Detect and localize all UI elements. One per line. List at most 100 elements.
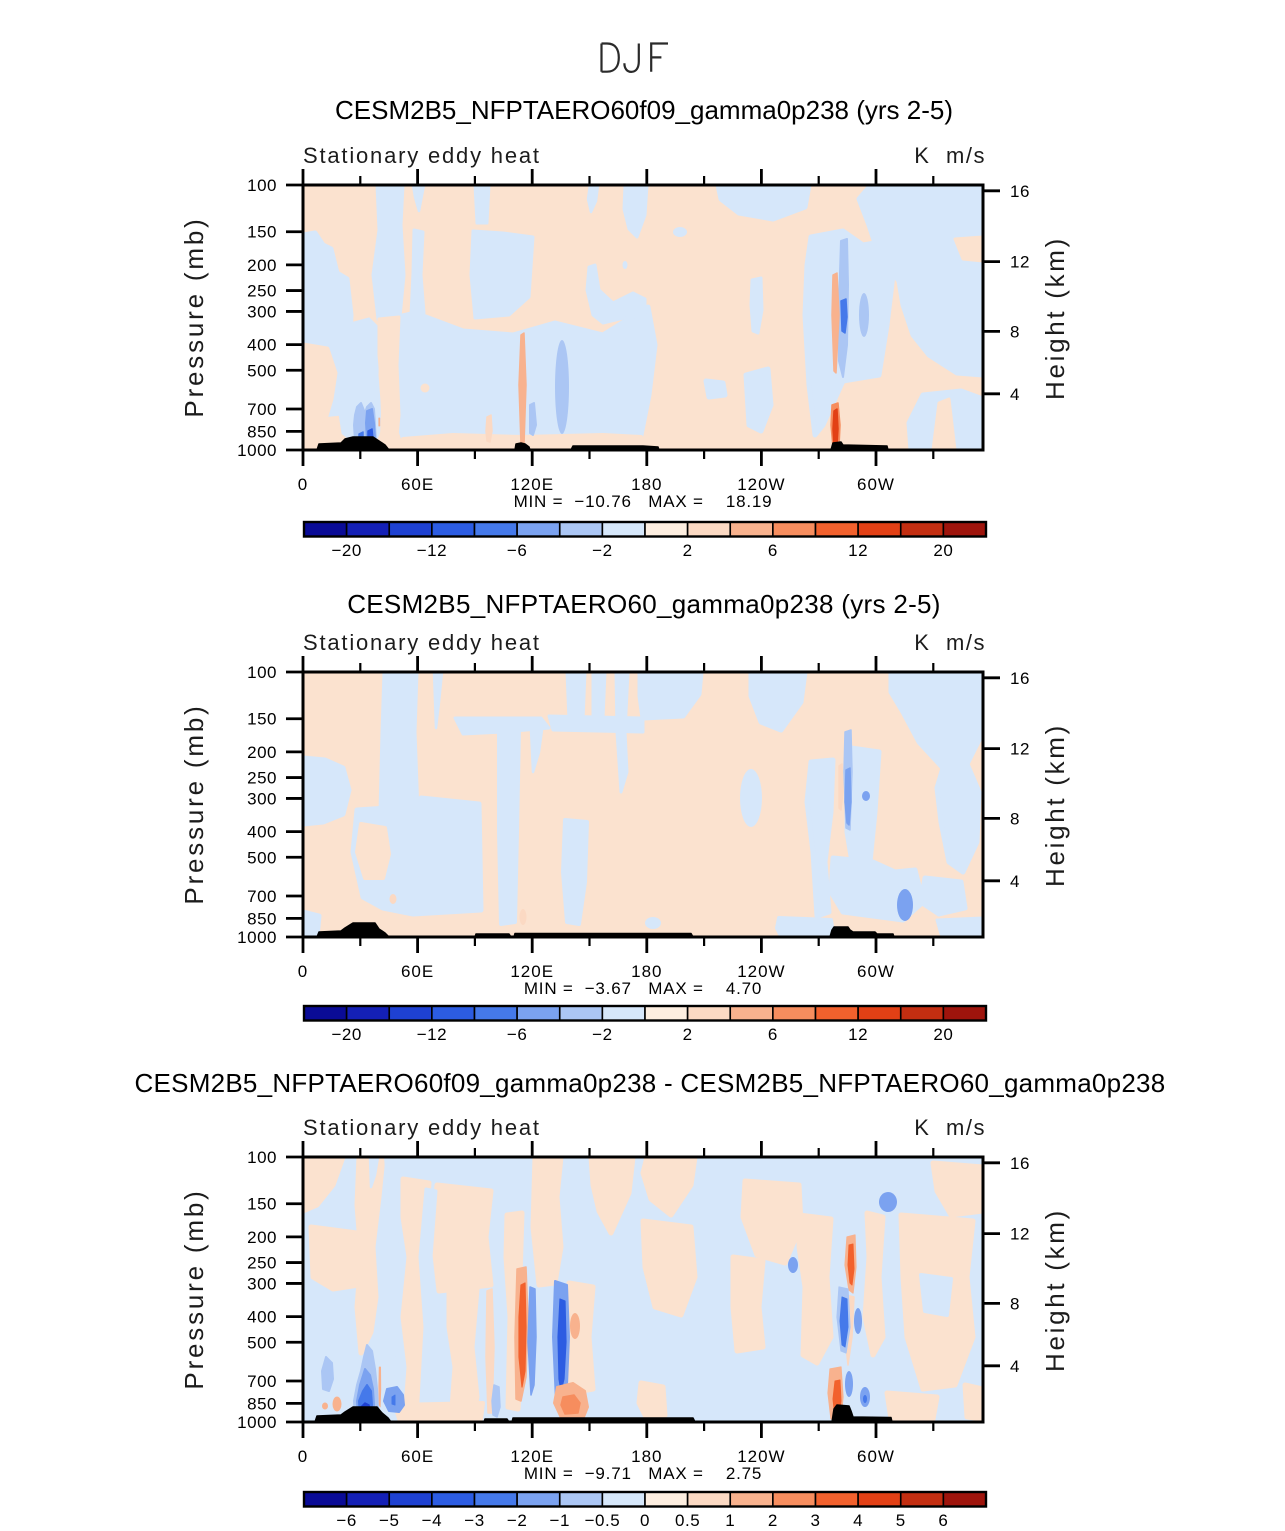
- svg-text:−3: −3: [464, 1511, 484, 1530]
- svg-text:150: 150: [247, 710, 277, 729]
- svg-text:8: 8: [1010, 322, 1020, 341]
- svg-text:250: 250: [247, 282, 277, 301]
- svg-text:−6: −6: [507, 541, 527, 560]
- svg-text:−2: −2: [592, 1025, 612, 1044]
- svg-text:1: 1: [725, 1511, 735, 1530]
- svg-text:4: 4: [1010, 872, 1020, 891]
- svg-text:500: 500: [247, 361, 277, 380]
- svg-text:300: 300: [247, 1274, 277, 1293]
- svg-text:700: 700: [247, 400, 277, 419]
- svg-text:6: 6: [938, 1511, 948, 1530]
- svg-text:−12: −12: [417, 541, 447, 560]
- svg-text:−2: −2: [592, 541, 612, 560]
- svg-text:180: 180: [631, 475, 662, 494]
- svg-text:2: 2: [683, 541, 693, 560]
- svg-text:8: 8: [1010, 1294, 1020, 1313]
- svg-text:12: 12: [1010, 253, 1030, 272]
- svg-text:400: 400: [247, 1308, 277, 1327]
- svg-text:6: 6: [768, 1025, 778, 1044]
- svg-text:−5: −5: [379, 1511, 399, 1530]
- svg-text:400: 400: [247, 823, 277, 842]
- svg-text:−6: −6: [507, 1025, 527, 1044]
- svg-text:250: 250: [247, 1254, 277, 1273]
- svg-text:200: 200: [247, 256, 277, 275]
- svg-text:1000: 1000: [237, 441, 277, 460]
- svg-text:3: 3: [811, 1511, 821, 1530]
- svg-text:850: 850: [247, 1394, 277, 1413]
- svg-text:300: 300: [247, 302, 277, 321]
- svg-text:500: 500: [247, 1333, 277, 1352]
- svg-text:0: 0: [298, 962, 308, 981]
- svg-text:150: 150: [247, 1195, 277, 1214]
- svg-text:20: 20: [933, 1025, 953, 1044]
- svg-text:0: 0: [298, 475, 308, 494]
- svg-text:120W: 120W: [737, 962, 785, 981]
- svg-text:120W: 120W: [737, 1447, 785, 1466]
- svg-text:2: 2: [768, 1511, 778, 1530]
- svg-text:−20: −20: [331, 1025, 361, 1044]
- svg-text:120E: 120E: [510, 475, 554, 494]
- svg-text:150: 150: [247, 223, 277, 242]
- svg-text:100: 100: [247, 1148, 277, 1167]
- svg-text:16: 16: [1010, 669, 1030, 688]
- svg-text:4: 4: [1010, 385, 1020, 404]
- svg-text:850: 850: [247, 422, 277, 441]
- svg-text:K m/s: K m/s: [914, 143, 986, 168]
- svg-text:120E: 120E: [510, 962, 554, 981]
- svg-text:0.5: 0.5: [675, 1511, 700, 1530]
- svg-text:Stationary eddy heat: Stationary eddy heat: [303, 1115, 541, 1140]
- svg-text:CESM2B5_NFPTAERO60_gamma0p238: CESM2B5_NFPTAERO60_gamma0p238 (yrs 2-5): [347, 589, 941, 619]
- svg-text:12: 12: [848, 1025, 868, 1044]
- svg-text:1000: 1000: [237, 928, 277, 947]
- svg-text:120W: 120W: [737, 475, 785, 494]
- svg-text:20: 20: [933, 541, 953, 560]
- svg-text:12: 12: [848, 541, 868, 560]
- svg-text:4: 4: [853, 1511, 863, 1530]
- svg-text:60W: 60W: [857, 1447, 895, 1466]
- svg-text:CESM2B5_NFPTAERO60f09_gamma0p2: CESM2B5_NFPTAERO60f09_gamma0p238 - CESM2…: [135, 1068, 1166, 1098]
- svg-text:−6: −6: [336, 1511, 356, 1530]
- svg-text:700: 700: [247, 1372, 277, 1391]
- svg-text:180: 180: [631, 1447, 662, 1466]
- svg-text:100: 100: [247, 663, 277, 682]
- svg-text:Pressure (mb): Pressure (mb): [179, 216, 209, 417]
- svg-text:Height (km): Height (km): [1040, 723, 1070, 887]
- svg-text:4: 4: [1010, 1357, 1020, 1376]
- svg-text:12: 12: [1010, 1225, 1030, 1244]
- svg-text:6: 6: [768, 541, 778, 560]
- svg-text:200: 200: [247, 743, 277, 762]
- svg-text:700: 700: [247, 887, 277, 906]
- svg-text:120E: 120E: [510, 1447, 554, 1466]
- svg-text:16: 16: [1010, 182, 1030, 201]
- svg-text:12: 12: [1010, 740, 1030, 759]
- svg-text:Height (km): Height (km): [1040, 236, 1070, 400]
- svg-text:60W: 60W: [857, 475, 895, 494]
- svg-text:1000: 1000: [237, 1413, 277, 1432]
- svg-text:60E: 60E: [401, 475, 434, 494]
- svg-text:Height (km): Height (km): [1040, 1208, 1070, 1372]
- svg-text:180: 180: [631, 962, 662, 981]
- svg-text:−2: −2: [507, 1511, 527, 1530]
- svg-text:MIN = −9.71 MAX = 2.75: MIN = −9.71 MAX = 2.75: [524, 1464, 762, 1483]
- svg-text:100: 100: [247, 176, 277, 195]
- svg-text:MIN = −3.67 MAX = 4.70: MIN = −3.67 MAX = 4.70: [524, 979, 762, 998]
- svg-text:8: 8: [1010, 809, 1020, 828]
- svg-text:Pressure (mb): Pressure (mb): [179, 703, 209, 904]
- svg-text:250: 250: [247, 769, 277, 788]
- svg-text:300: 300: [247, 789, 277, 808]
- svg-text:K m/s: K m/s: [914, 630, 986, 655]
- svg-text:Stationary eddy heat: Stationary eddy heat: [303, 630, 541, 655]
- svg-text:16: 16: [1010, 1154, 1030, 1173]
- svg-text:−12: −12: [417, 1025, 447, 1044]
- svg-text:−0.5: −0.5: [585, 1511, 621, 1530]
- svg-text:MIN = −10.76 MAX = 18.19: MIN = −10.76 MAX = 18.19: [514, 492, 773, 511]
- svg-text:K m/s: K m/s: [914, 1115, 986, 1140]
- svg-text:400: 400: [247, 336, 277, 355]
- svg-text:Stationary eddy heat: Stationary eddy heat: [303, 143, 541, 168]
- svg-text:0: 0: [298, 1447, 308, 1466]
- svg-text:−4: −4: [422, 1511, 442, 1530]
- svg-text:CESM2B5_NFPTAERO60f09_gamma0p2: CESM2B5_NFPTAERO60f09_gamma0p238 (yrs 2-…: [335, 95, 953, 125]
- svg-text:60W: 60W: [857, 962, 895, 981]
- svg-text:60E: 60E: [401, 962, 434, 981]
- svg-text:0: 0: [640, 1511, 650, 1530]
